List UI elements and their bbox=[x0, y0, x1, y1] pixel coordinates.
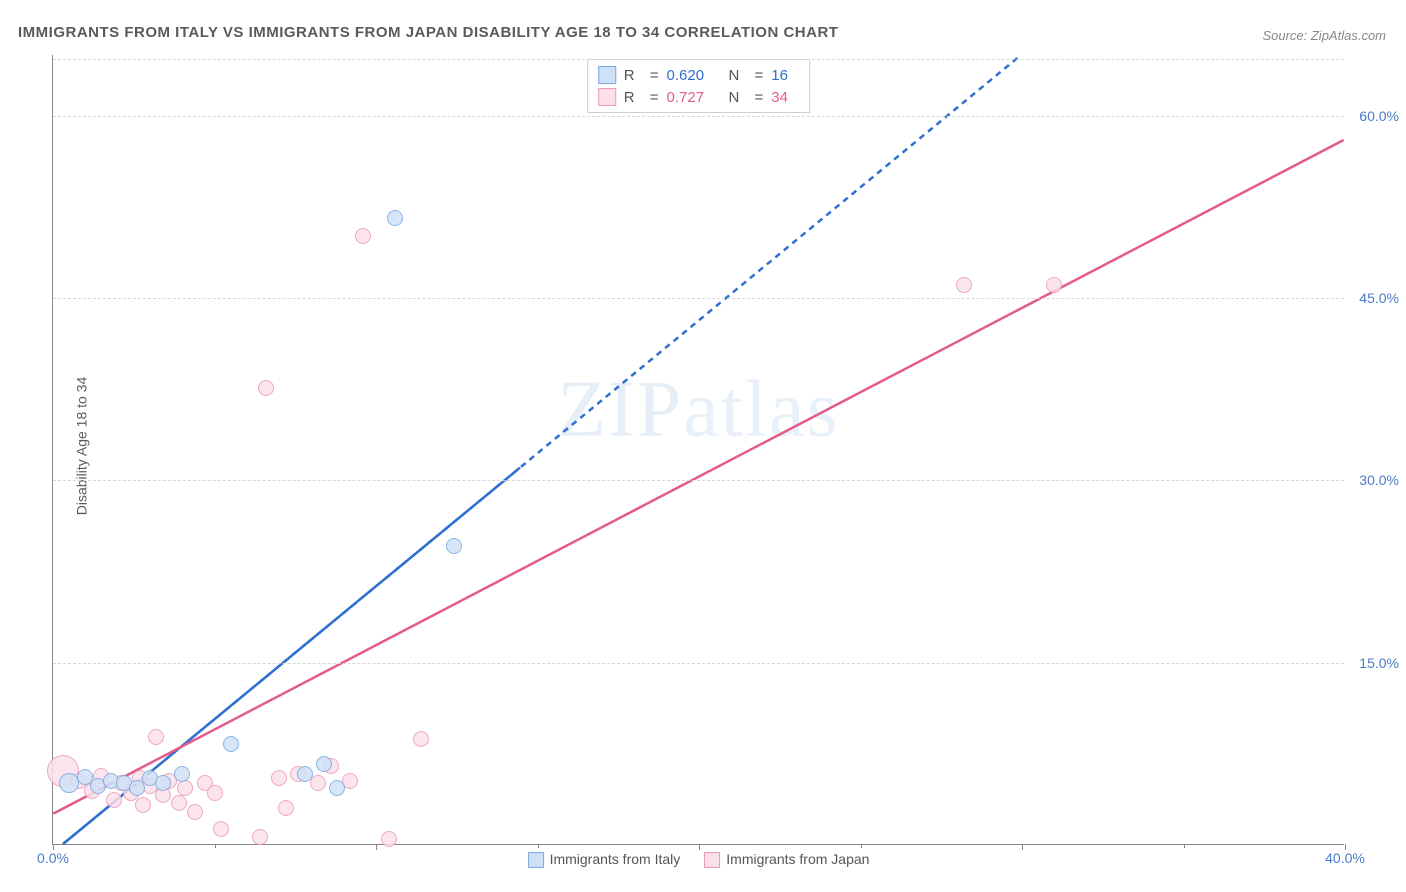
scatter-point bbox=[213, 821, 229, 837]
y-tick-label: 30.0% bbox=[1349, 472, 1399, 488]
scatter-point bbox=[297, 766, 313, 782]
trend-line bbox=[53, 140, 1343, 814]
x-tick-label: 0.0% bbox=[37, 850, 69, 866]
scatter-point bbox=[381, 831, 397, 847]
scatter-point bbox=[355, 228, 371, 244]
y-tick-label: 45.0% bbox=[1349, 290, 1399, 306]
legend-bottom-item: Immigrants from Italy bbox=[528, 851, 681, 868]
y-tick-label: 15.0% bbox=[1349, 655, 1399, 671]
scatter-point bbox=[329, 780, 345, 796]
scatter-point bbox=[271, 770, 287, 786]
legend-swatch bbox=[528, 852, 544, 868]
scatter-point bbox=[956, 277, 972, 293]
trend-lines-svg bbox=[53, 55, 1344, 844]
scatter-point bbox=[135, 797, 151, 813]
plot-area: ZIPatlas R = 0.620 N = 16 R = 0.727 N = … bbox=[52, 55, 1344, 845]
legend-series-label: Immigrants from Italy bbox=[550, 851, 681, 867]
scatter-point bbox=[59, 773, 79, 793]
grid-line-h bbox=[53, 59, 1344, 60]
scatter-point bbox=[310, 775, 326, 791]
scatter-point bbox=[413, 731, 429, 747]
scatter-point bbox=[187, 804, 203, 820]
x-tick-label: 40.0% bbox=[1325, 850, 1365, 866]
x-tick-minor bbox=[538, 844, 539, 848]
scatter-point bbox=[106, 792, 122, 808]
scatter-point bbox=[177, 780, 193, 796]
scatter-point bbox=[1046, 277, 1062, 293]
scatter-point bbox=[155, 775, 171, 791]
scatter-point bbox=[316, 756, 332, 772]
scatter-point bbox=[278, 800, 294, 816]
scatter-point bbox=[258, 380, 274, 396]
chart-title: IMMIGRANTS FROM ITALY VS IMMIGRANTS FROM… bbox=[18, 24, 838, 41]
scatter-point bbox=[171, 795, 187, 811]
scatter-point bbox=[252, 829, 268, 845]
legend-series-label: Immigrants from Japan bbox=[726, 851, 869, 867]
scatter-point bbox=[446, 538, 462, 554]
x-tick bbox=[376, 844, 377, 850]
scatter-point bbox=[148, 729, 164, 745]
grid-line-h bbox=[53, 480, 1344, 481]
scatter-point bbox=[387, 210, 403, 226]
grid-line-h bbox=[53, 116, 1344, 117]
x-tick-minor bbox=[1184, 844, 1185, 848]
x-tick bbox=[699, 844, 700, 850]
legend-bottom: Immigrants from Italy Immigrants from Jap… bbox=[528, 851, 870, 868]
scatter-point bbox=[207, 785, 223, 801]
legend-swatch bbox=[704, 852, 720, 868]
scatter-point bbox=[223, 736, 239, 752]
chart-container: IMMIGRANTS FROM ITALY VS IMMIGRANTS FROM… bbox=[0, 0, 1406, 892]
x-tick-minor bbox=[215, 844, 216, 848]
source-label: Source: ZipAtlas.com bbox=[1262, 28, 1386, 43]
y-tick-label: 60.0% bbox=[1349, 108, 1399, 124]
x-tick bbox=[1022, 844, 1023, 850]
x-tick-minor bbox=[861, 844, 862, 848]
scatter-point bbox=[174, 766, 190, 782]
legend-bottom-item: Immigrants from Japan bbox=[704, 851, 869, 868]
grid-line-h bbox=[53, 663, 1344, 664]
grid-line-h bbox=[53, 298, 1344, 299]
